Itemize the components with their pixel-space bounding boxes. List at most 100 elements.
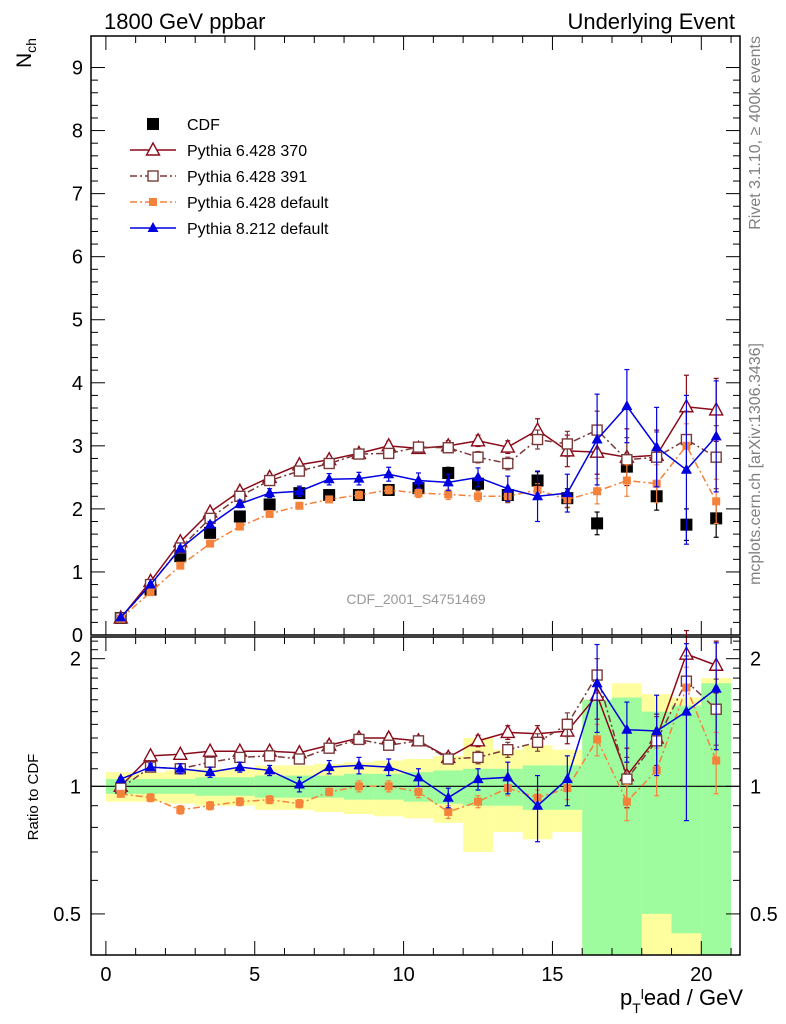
main-ytick-label: 5: [72, 310, 83, 332]
ratio-point-p6def: [116, 789, 125, 798]
ratio-point-p8: [264, 764, 276, 775]
ratio-point-p8: [323, 761, 335, 772]
point-p391: [353, 448, 365, 460]
ratio-point-p8: [710, 682, 722, 693]
ratio-point-p6def: [265, 795, 274, 804]
series-line-p391: [120, 429, 717, 619]
point-p391: [263, 474, 276, 487]
ratio-point-p8: [115, 773, 127, 784]
point-p6def: [354, 491, 363, 500]
legend-marker-cdf: [147, 118, 159, 130]
main-ytick-label: 7: [72, 184, 83, 206]
ratio-xtick-label: 5: [249, 964, 260, 986]
ratio-point-p6def: [712, 756, 721, 765]
point-cdf: [233, 510, 246, 523]
point-p391: [502, 457, 514, 470]
ratio-point-p6def: [354, 782, 363, 791]
ratio-point-p8: [383, 761, 395, 772]
ratio-point-p6def: [444, 807, 453, 816]
ratio-point-p391: [353, 733, 365, 746]
ratio-point-p8: [532, 799, 544, 810]
ratio-ytick-label: 1: [70, 776, 81, 798]
ratio-point-p391: [502, 743, 514, 756]
point-cdf: [204, 526, 217, 539]
ratio-point-p8: [234, 761, 246, 772]
ratio-ytick-label-right: 0.5: [750, 904, 778, 926]
legend-marker-p370: [145, 141, 161, 156]
point-p8: [621, 400, 633, 411]
ratio-xtick-label: 10: [392, 964, 414, 986]
point-p6def: [176, 561, 185, 570]
legend-label-p6def: Pythia 6.428 default: [187, 195, 329, 212]
ratio-point-p6def: [622, 797, 631, 806]
ratio-point-p6def: [325, 787, 334, 796]
ratio-point-p370: [500, 723, 516, 739]
ratio-point-p391: [412, 735, 425, 747]
ratio-xtick-label: 15: [541, 964, 563, 986]
point-p8: [710, 430, 722, 441]
ratio-ytick-label: 0.5: [53, 904, 81, 926]
series-p8: [115, 368, 722, 622]
header-left: 1800 GeV ppbar: [104, 9, 265, 34]
point-p6def: [146, 588, 155, 597]
ratio-point-p6def: [206, 801, 215, 810]
main-ytick-label: 1: [72, 562, 83, 584]
ratio-point-p8: [561, 773, 573, 784]
ratio-point-p391: [531, 736, 544, 748]
ratio-ytick-label-right: 2: [750, 649, 761, 671]
ratio-xtick-label: 0: [100, 964, 111, 986]
ratio-point-p370: [470, 732, 486, 747]
point-p8: [264, 487, 276, 498]
ratio-point-p8: [174, 762, 186, 773]
point-p8: [353, 472, 365, 483]
ratio-point-p391: [293, 753, 306, 765]
point-p391: [383, 447, 395, 460]
ratio-point-p8: [412, 771, 424, 782]
ratio-point-p8: [651, 725, 663, 736]
main-ytick-label: 6: [72, 247, 83, 269]
ratio-point-p391: [263, 750, 276, 762]
point-cdf: [263, 498, 276, 511]
xlabel: pTlead / GeV: [620, 985, 743, 1016]
mcplots-label: mcplots.cern.ch [arXiv:1306.3436]: [747, 343, 764, 585]
ratio-ylabel: Ratio to CDF: [25, 754, 42, 841]
point-p6def: [712, 497, 721, 506]
ratio-ytick-label: 2: [70, 649, 81, 671]
point-p8: [680, 463, 692, 474]
ratio-point-p8: [621, 723, 633, 734]
ratio-point-p8: [353, 759, 365, 770]
ratio-point-p6def: [176, 805, 185, 814]
legend-marker-p8: [147, 222, 159, 232]
ratio-point-p6def: [235, 797, 244, 806]
ratio-point-p391: [204, 756, 216, 768]
point-p8: [412, 474, 424, 485]
ratio-point-p370: [172, 745, 188, 760]
main-ytick-label: 2: [72, 499, 83, 521]
ratio-point-p6def: [593, 735, 602, 744]
point-p391: [472, 451, 484, 463]
point-p6def: [593, 487, 602, 496]
main-ytick-label: 4: [72, 373, 83, 395]
main-panel: 0 1 2 3 4 5 6 7 8 9: [72, 35, 741, 647]
point-p8: [204, 518, 216, 529]
point-p8: [472, 471, 484, 482]
point-p8: [174, 542, 186, 553]
ratio-point-p391: [472, 751, 484, 764]
point-p6def: [622, 476, 631, 485]
point-p6def: [295, 501, 304, 510]
point-p6def: [206, 539, 215, 548]
ratio-point-p391: [234, 751, 246, 764]
legend-label-p370: Pythia 6.428 370: [187, 143, 307, 160]
point-p391: [442, 442, 454, 454]
point-p8: [442, 476, 454, 487]
main-ylabel: Nch: [13, 38, 39, 68]
point-p6def: [325, 495, 334, 504]
point-p8: [561, 487, 573, 498]
point-p391: [293, 465, 306, 477]
point-p8: [383, 468, 395, 479]
ratio-ytick-label-right: 1: [750, 776, 761, 798]
ratio-point-p6def: [414, 787, 423, 796]
point-p370: [500, 438, 516, 453]
ratio-point-p391: [442, 753, 454, 765]
